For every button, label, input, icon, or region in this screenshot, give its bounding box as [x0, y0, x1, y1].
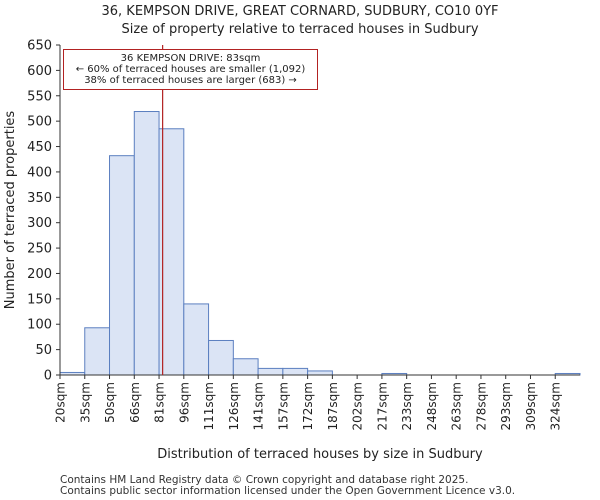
y-tick-label: 400: [27, 165, 52, 180]
x-tick-label: 66sqm: [128, 382, 142, 423]
annotation-line-1: 36 KEMPSON DRIVE: 83sqm: [121, 53, 261, 64]
histogram-bar: [257, 367, 284, 376]
x-tick-label: 81sqm: [153, 382, 167, 423]
y-tick-label: 150: [27, 292, 52, 307]
histogram-bar: [84, 327, 111, 376]
y-tick-label: 100: [27, 318, 52, 333]
x-tick-label: 111sqm: [202, 382, 216, 430]
x-tick-label: 233sqm: [400, 382, 414, 430]
histogram-bar: [282, 367, 309, 376]
y-tick-label: 250: [27, 242, 52, 257]
x-tick-label: 172sqm: [301, 382, 315, 430]
histogram-bar: [183, 303, 210, 376]
y-tick-label: 50: [35, 343, 52, 358]
y-tick-label: 500: [27, 115, 52, 130]
x-tick-label: 248sqm: [425, 382, 439, 430]
x-tick-label: 202sqm: [351, 382, 365, 430]
x-tick-label: 293sqm: [499, 382, 513, 430]
x-axis-title: Distribution of terraced houses by size …: [157, 447, 483, 462]
x-tick-label: 35sqm: [78, 382, 92, 423]
footer-line-1: Contains HM Land Registry data © Crown c…: [60, 474, 469, 486]
y-tick-label: 450: [27, 140, 52, 155]
y-tick-label: 200: [27, 267, 52, 282]
x-tick-label: 126sqm: [227, 382, 241, 430]
annotation-line-3: 38% of terraced houses are larger (683) …: [84, 75, 297, 86]
x-tick-label: 96sqm: [177, 382, 191, 423]
histogram-bar: [232, 358, 259, 376]
x-tick-label: 217sqm: [375, 382, 389, 430]
x-tick-label: 141sqm: [252, 382, 266, 430]
x-tick-label: 187sqm: [326, 382, 340, 430]
histogram-bar: [208, 339, 234, 376]
annotation-line-2: ← 60% of terraced houses are smaller (1,…: [76, 64, 306, 75]
chart-title: 36, KEMPSON DRIVE, GREAT CORNARD, SUDBUR…: [101, 4, 499, 19]
x-tick-label: 278sqm: [474, 382, 488, 430]
y-tick-label: 550: [27, 89, 52, 104]
y-axis-title: Number of terraced properties: [3, 111, 18, 310]
y-tick-label: 650: [27, 39, 52, 54]
x-tick-label: 309sqm: [524, 382, 538, 430]
x-tick-label: 50sqm: [103, 382, 117, 423]
footer-line-2: Contains public sector information licen…: [60, 485, 516, 497]
histogram-bar: [109, 155, 135, 376]
x-tick-label: 20sqm: [54, 382, 68, 423]
x-tick-label: 157sqm: [276, 382, 290, 430]
y-tick-label: 300: [27, 216, 52, 231]
x-tick-label: 324sqm: [549, 382, 563, 430]
chart-subtitle: Size of property relative to terraced ho…: [121, 22, 479, 37]
y-tick-label: 600: [27, 64, 52, 79]
y-tick-label: 350: [27, 191, 52, 206]
histogram-bar: [133, 111, 160, 376]
histogram-bar: [307, 370, 333, 376]
y-tick-label: 0: [44, 369, 52, 384]
x-tick-label: 263sqm: [450, 382, 464, 430]
annotation-box: [63, 49, 318, 90]
